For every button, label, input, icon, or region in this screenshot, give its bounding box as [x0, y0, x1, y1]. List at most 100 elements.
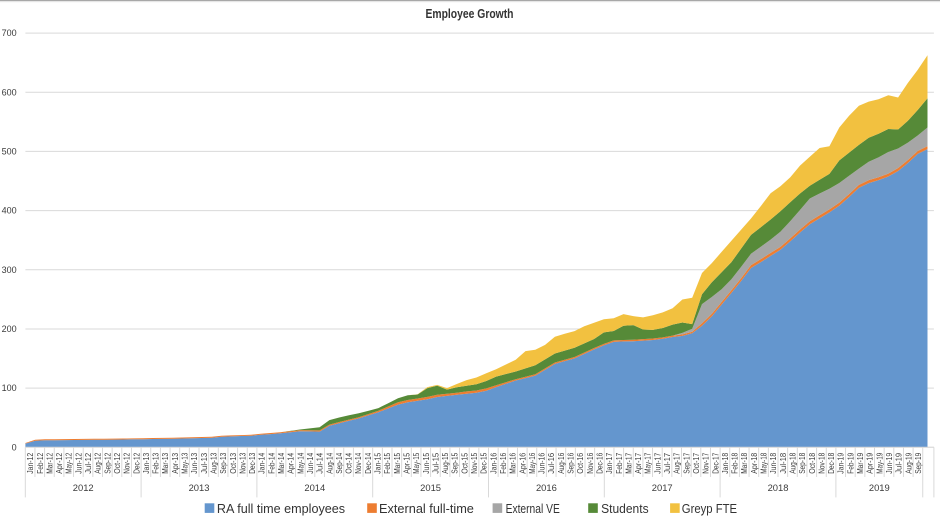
svg-text:Jul-18: Jul-18	[779, 452, 788, 473]
svg-text:Apr-12: Apr-12	[55, 452, 64, 473]
svg-text:Feb-12: Feb-12	[36, 452, 45, 473]
svg-text:Jun-19: Jun-19	[885, 452, 894, 473]
svg-text:Sep-18: Sep-18	[798, 452, 807, 473]
svg-text:Oct-17: Oct-17	[692, 452, 701, 473]
svg-text:Aug-19: Aug-19	[904, 452, 913, 473]
svg-text:2013: 2013	[189, 482, 210, 493]
svg-text:Apr-18: Apr-18	[750, 452, 759, 473]
svg-text:Feb-13: Feb-13	[152, 452, 161, 473]
svg-text:Sep-12: Sep-12	[103, 452, 112, 473]
svg-text:Sep-14: Sep-14	[335, 452, 344, 473]
svg-text:Nov-15: Nov-15	[470, 452, 479, 473]
svg-text:Mar-16: Mar-16	[509, 452, 518, 473]
svg-text:2017: 2017	[652, 482, 673, 493]
svg-text:Jul-12: Jul-12	[84, 452, 93, 473]
svg-text:Jul-19: Jul-19	[895, 452, 904, 473]
svg-text:Aug-12: Aug-12	[94, 452, 103, 473]
svg-text:Sep-15: Sep-15	[451, 452, 460, 473]
svg-text:Jul-14: Jul-14	[316, 452, 325, 473]
svg-text:Jan-12: Jan-12	[26, 452, 35, 473]
svg-text:2018: 2018	[768, 482, 789, 493]
svg-text:Nov-16: Nov-16	[586, 452, 595, 473]
svg-text:Aug-14: Aug-14	[325, 452, 334, 473]
svg-text:Oct-15: Oct-15	[460, 452, 469, 473]
svg-text:RA full time employees: RA full time employees	[217, 501, 346, 516]
svg-text:Mar-12: Mar-12	[45, 452, 54, 473]
svg-text:Jun-14: Jun-14	[306, 452, 315, 473]
svg-text:Jun-15: Jun-15	[422, 452, 431, 473]
svg-text:Mar-14: Mar-14	[277, 452, 286, 473]
svg-text:Feb-19: Feb-19	[846, 452, 855, 473]
svg-text:Dec-12: Dec-12	[132, 452, 141, 473]
svg-text:Apr-14: Apr-14	[287, 452, 296, 473]
svg-text:Oct-12: Oct-12	[113, 452, 122, 473]
svg-text:Oct-18: Oct-18	[808, 452, 817, 473]
svg-text:200: 200	[2, 324, 17, 334]
svg-text:May-16: May-16	[528, 452, 537, 473]
svg-text:Dec-17: Dec-17	[711, 452, 720, 473]
svg-text:External VE: External VE	[506, 501, 560, 516]
svg-text:Sep-13: Sep-13	[219, 452, 228, 473]
svg-text:Aug-16: Aug-16	[557, 452, 566, 473]
svg-text:Jun-12: Jun-12	[74, 452, 83, 473]
svg-text:Employee Growth: Employee Growth	[426, 6, 514, 21]
svg-text:May-13: May-13	[181, 452, 190, 473]
svg-text:Jun-16: Jun-16	[538, 452, 547, 473]
svg-text:Dec-13: Dec-13	[248, 452, 257, 473]
svg-text:Aug-18: Aug-18	[788, 452, 797, 473]
svg-text:Mar-18: Mar-18	[740, 452, 749, 473]
svg-text:Nov-18: Nov-18	[817, 452, 826, 473]
svg-text:Apr-13: Apr-13	[171, 452, 180, 473]
svg-text:Mar-19: Mar-19	[856, 452, 865, 473]
svg-text:Aug-17: Aug-17	[673, 452, 682, 473]
svg-text:Oct-13: Oct-13	[229, 452, 238, 473]
svg-text:Feb-16: Feb-16	[499, 452, 508, 473]
svg-text:Sep-16: Sep-16	[567, 452, 576, 473]
svg-text:Oct-16: Oct-16	[576, 452, 585, 473]
svg-text:Oct-14: Oct-14	[345, 452, 354, 473]
svg-text:Feb-18: Feb-18	[731, 452, 740, 473]
svg-text:Nov-13: Nov-13	[238, 452, 247, 473]
svg-text:300: 300	[2, 265, 17, 275]
svg-text:Nov-17: Nov-17	[702, 452, 711, 473]
svg-text:Students: Students	[601, 501, 649, 516]
svg-text:Jul-17: Jul-17	[663, 452, 672, 473]
svg-text:May-17: May-17	[644, 452, 653, 473]
svg-text:2012: 2012	[73, 482, 94, 493]
svg-text:Dec-16: Dec-16	[595, 452, 604, 473]
svg-text:Aug-13: Aug-13	[209, 452, 218, 473]
svg-text:Mar-15: Mar-15	[393, 452, 402, 473]
svg-text:600: 600	[2, 87, 17, 97]
svg-text:100: 100	[2, 383, 17, 393]
svg-text:Apr-19: Apr-19	[866, 452, 875, 473]
svg-text:Apr-15: Apr-15	[402, 452, 411, 473]
svg-text:May-19: May-19	[875, 452, 884, 473]
svg-text:500: 500	[2, 146, 17, 156]
svg-text:Jan-19: Jan-19	[837, 452, 846, 473]
svg-text:Nov-14: Nov-14	[354, 452, 363, 473]
svg-text:2014: 2014	[304, 482, 325, 493]
svg-text:Mar-13: Mar-13	[161, 452, 170, 473]
svg-text:Jan-16: Jan-16	[489, 452, 498, 473]
svg-text:Dec-18: Dec-18	[827, 452, 836, 473]
svg-text:Jul-15: Jul-15	[431, 452, 440, 473]
svg-text:Dec-15: Dec-15	[480, 452, 489, 473]
svg-text:Jan-17: Jan-17	[605, 452, 614, 473]
svg-text:Jun-18: Jun-18	[769, 452, 778, 473]
svg-text:Sep-17: Sep-17	[682, 452, 691, 473]
svg-text:May-15: May-15	[412, 452, 421, 473]
svg-text:Feb-14: Feb-14	[267, 452, 276, 473]
svg-text:400: 400	[2, 206, 17, 216]
svg-text:Nov-12: Nov-12	[123, 452, 132, 473]
svg-text:Jul-13: Jul-13	[200, 452, 209, 473]
svg-text:Jun-17: Jun-17	[653, 452, 662, 473]
svg-text:May-18: May-18	[760, 452, 769, 473]
svg-text:Jan-15: Jan-15	[374, 452, 383, 473]
svg-text:2019: 2019	[869, 482, 890, 493]
svg-text:Sep-19: Sep-19	[914, 452, 923, 473]
svg-text:External full-time: External full-time	[379, 501, 474, 516]
svg-text:May-12: May-12	[65, 452, 74, 473]
svg-text:Apr-16: Apr-16	[518, 452, 527, 473]
svg-text:Jul-16: Jul-16	[547, 452, 556, 473]
svg-text:Apr-17: Apr-17	[634, 452, 643, 473]
